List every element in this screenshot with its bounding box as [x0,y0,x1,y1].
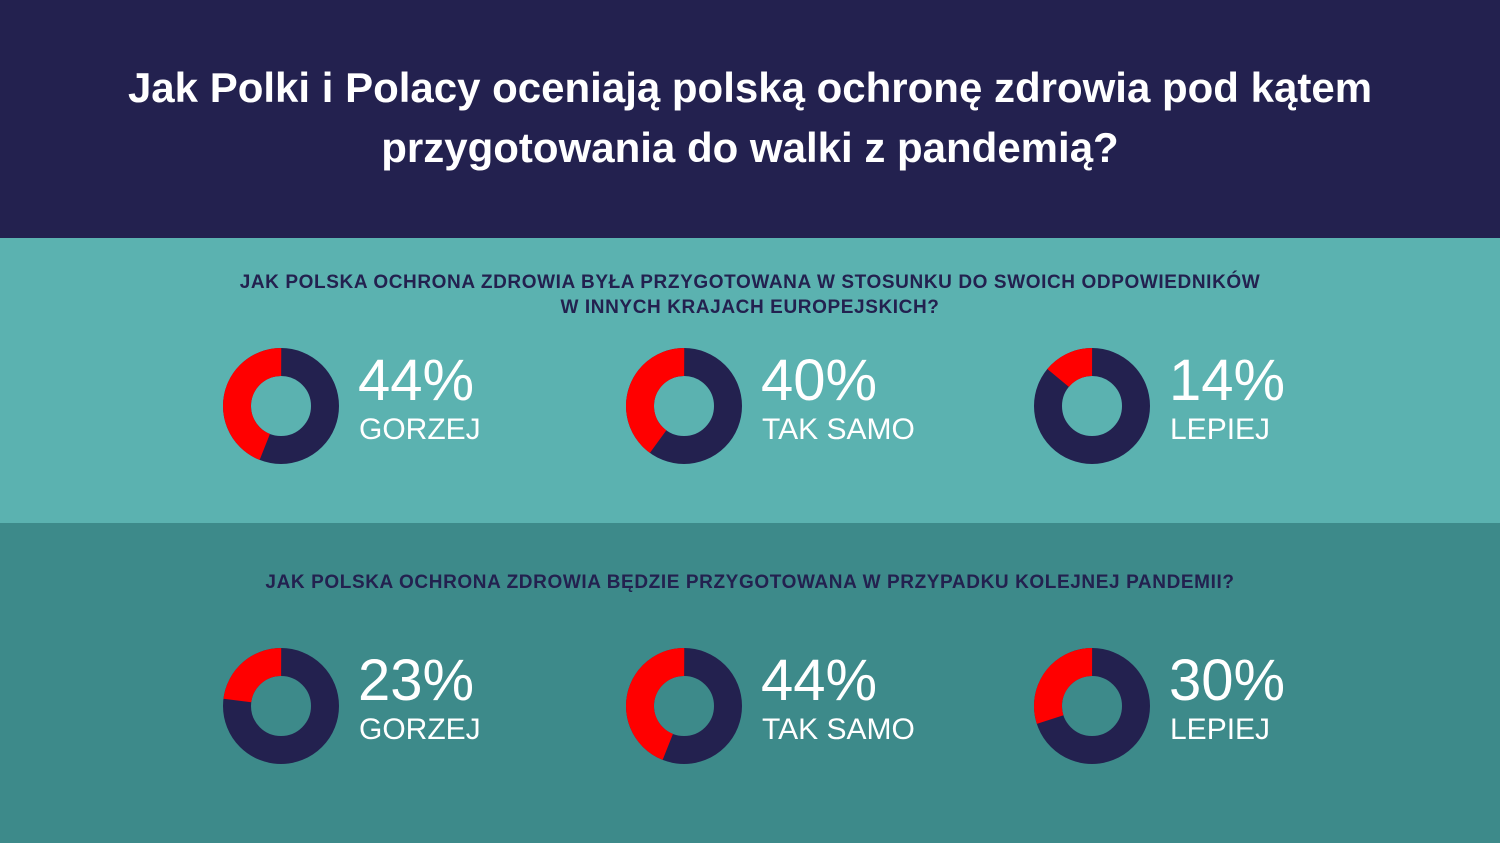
donut-segment-tak-samo [626,348,743,464]
title-line-1: Jak Polki i Polacy oceniają polską ochro… [127,64,1373,111]
section-1: JAK POLSKA OCHRONA ZDROWIA BYŁA PRZYGOTO… [0,238,1500,523]
donut-chart [1034,348,1150,464]
stat-label: LEPIEJ [1170,413,1271,446]
donut-chart [1034,648,1150,764]
stat-label: GORZEJ [359,713,481,746]
page-title: Jak Polki i Polacy oceniają polską ochro… [0,58,1500,178]
donut-segment-tak-samo [626,648,742,764]
stat-label: GORZEJ [359,413,481,446]
question-1: JAK POLSKA OCHRONA ZDROWIA BYŁA PRZYGOTO… [0,270,1500,320]
stat-label: TAK SAMO [762,413,915,446]
stat-card-1-2: 40% TAK SAMO [624,346,1004,476]
question-2-line-1: JAK POLSKA OCHRONA ZDROWIA BĘDZIE PRZYGO… [265,572,1235,593]
stat-card-1-1: 44% GORZEJ [221,346,601,476]
stat-percent: 40% [761,348,878,413]
stat-card-2-1: 23% GORZEJ [221,646,601,776]
header: Jak Polki i Polacy oceniają polską ochro… [0,0,1500,238]
stat-percent: 14% [1169,348,1286,413]
stat-card-2-3: 30% LEPIEJ [1032,646,1412,776]
stat-card-2-2: 44% TAK SAMO [624,646,1004,776]
donut-chart [626,348,743,464]
donut-chart [626,648,742,764]
question-2: JAK POLSKA OCHRONA ZDROWIA BĘDZIE PRZYGO… [0,570,1500,595]
stat-percent: 30% [1169,648,1286,713]
donut-chart [223,648,339,764]
stat-label: TAK SAMO [762,713,915,746]
stat-percent: 23% [358,648,475,713]
stat-card-1-3: 14% LEPIEJ [1032,346,1412,476]
donut-chart [223,348,339,464]
section-2: JAK POLSKA OCHRONA ZDROWIA BĘDZIE PRZYGO… [0,523,1500,843]
question-1-line-2: W INNYCH KRAJACH EUROPEJSKICH? [560,297,940,318]
question-1-line-1: JAK POLSKA OCHRONA ZDROWIA BYŁA PRZYGOTO… [239,272,1261,293]
stat-label: LEPIEJ [1170,713,1271,746]
stat-percent: 44% [761,648,878,713]
title-line-2: przygotowania do walki z pandemią? [381,124,1119,171]
stat-percent: 44% [358,348,475,413]
